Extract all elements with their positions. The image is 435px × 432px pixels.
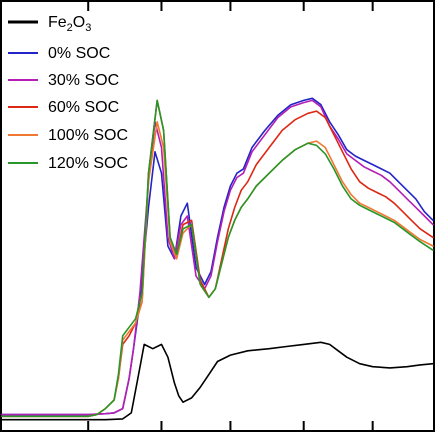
legend-entry-60-soc: 60% SOC (8, 99, 119, 116)
series-line-120-soc (1, 99, 434, 418)
series-line-30-soc (1, 99, 434, 416)
legend: Fe2O3 0% SOC 30% SOC 60% SOC 100% SOC 12… (8, 14, 128, 172)
legend-entry-fe2o3: Fe2O3 (8, 14, 91, 34)
series-lines (1, 97, 434, 421)
legend-entry-30-soc: 30% SOC (8, 72, 119, 89)
legend-entry-0-soc: 0% SOC (8, 45, 110, 62)
legend-entry-120-soc: 120% SOC (8, 155, 128, 172)
legend-label-120-soc: 120% SOC (48, 155, 128, 172)
legend-label-60-soc: 60% SOC (48, 99, 119, 116)
legend-entry-100-soc: 100% SOC (8, 127, 128, 144)
series-line-0-soc (1, 97, 434, 416)
legend-label-fe2o3: Fe2O3 (48, 14, 91, 34)
axis-ticks (87, 2, 374, 430)
legend-label-100-soc: 100% SOC (48, 127, 128, 144)
legend-label-0-soc: 0% SOC (48, 45, 110, 62)
series-line-60-soc (1, 99, 434, 418)
legend-label-30-soc: 30% SOC (48, 72, 119, 89)
series-line-fe2o3 (1, 341, 434, 421)
